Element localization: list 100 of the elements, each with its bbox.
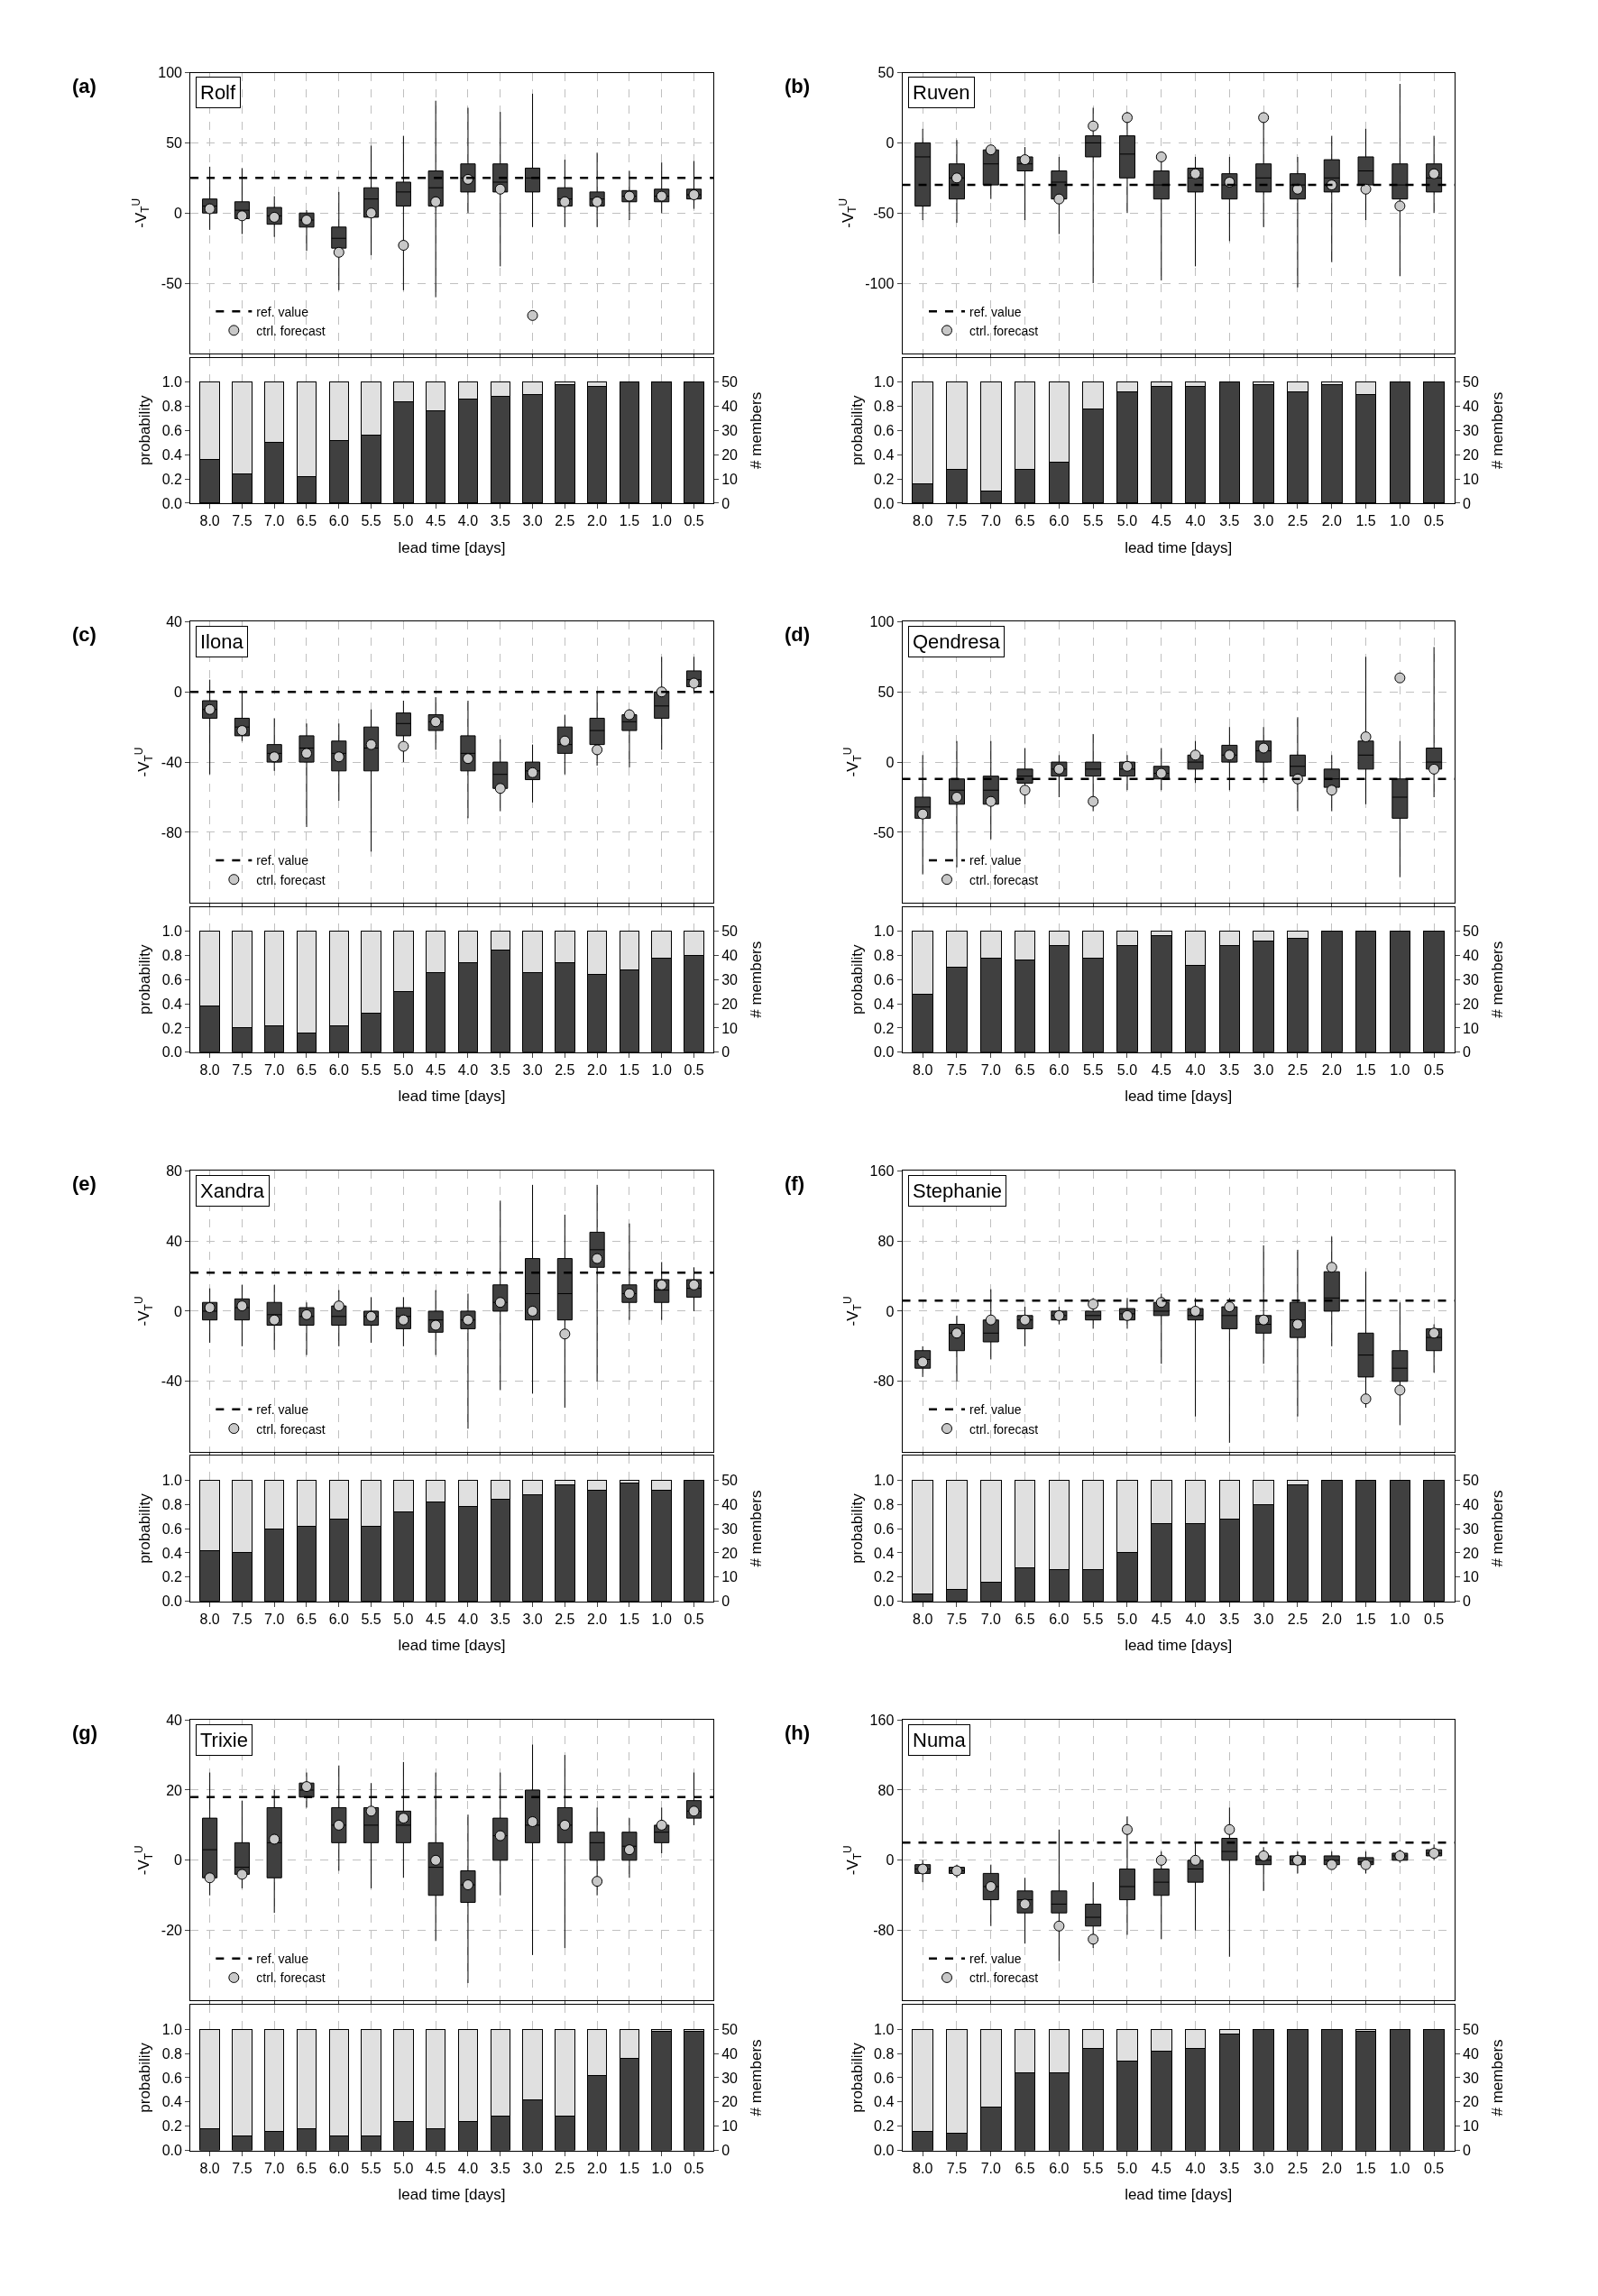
legend-label: ctrl. forecast xyxy=(256,323,326,338)
y-tick-label: 0.8 xyxy=(874,2045,895,2062)
x-tick-label: 8.0 xyxy=(199,2160,220,2176)
y2-tick-label: 40 xyxy=(721,399,739,415)
y-tick-label: -50 xyxy=(873,205,895,221)
x-tick-label: 6.5 xyxy=(1015,2160,1035,2176)
x-axis-title: lead time [days] xyxy=(398,1637,506,1655)
y-tick-label: 40 xyxy=(166,1233,183,1249)
x-tick-label: 1.0 xyxy=(1390,1062,1410,1079)
y2-tick-label: 10 xyxy=(1463,471,1479,487)
y2-tick-label: 10 xyxy=(1463,1020,1479,1036)
y-tick-label: 0.2 xyxy=(161,1020,183,1036)
y-tick-label: 0.0 xyxy=(874,1044,895,1061)
y-tick-label: 0.4 xyxy=(874,996,895,1012)
x-tick-label: 0.5 xyxy=(1424,513,1445,529)
y2-tick-label: 20 xyxy=(1463,2094,1479,2110)
x-tick-label: 4.5 xyxy=(1151,513,1171,529)
y-tick-label: 0 xyxy=(174,684,183,700)
x-tick-label: 6.5 xyxy=(296,2160,317,2176)
y2-tick-label: 0 xyxy=(1463,1044,1472,1061)
y2-tick-label: 30 xyxy=(721,2070,739,2086)
text: Ilona xyxy=(200,630,244,653)
x-tick-label: 4.0 xyxy=(457,2160,479,2176)
x-tick-label: 7.5 xyxy=(946,513,968,529)
y2-tick-label: 30 xyxy=(1463,971,1479,987)
y-tick-label: -80 xyxy=(161,824,183,840)
x-tick-label: 7.0 xyxy=(264,1611,285,1627)
y-axis-title: probability xyxy=(136,2042,154,2113)
x-tick-label: 6.0 xyxy=(328,1062,350,1079)
y2-tick-label: 40 xyxy=(1463,1496,1479,1512)
x-tick-label: 1.5 xyxy=(1355,1611,1376,1627)
text: (c) xyxy=(72,623,96,646)
x-tick-label: 1.0 xyxy=(651,1611,672,1627)
x-tick-label: 6.5 xyxy=(1015,513,1035,529)
y-tick-label: 0.6 xyxy=(161,971,183,987)
x-tick-label: 0.5 xyxy=(1424,1611,1445,1627)
text: (b) xyxy=(785,75,811,97)
text: (e) xyxy=(72,1172,96,1195)
x-tick-label: 2.5 xyxy=(1287,1062,1309,1079)
x-tick-label: 7.0 xyxy=(980,1611,1001,1627)
y-tick-label: -80 xyxy=(873,1373,895,1390)
x-tick-label: 4.0 xyxy=(1185,1611,1206,1627)
y2-tick-label: 20 xyxy=(1463,1545,1479,1561)
x-tick-label: 6.0 xyxy=(328,1611,350,1627)
x-tick-label: 8.0 xyxy=(913,1611,933,1627)
y2-tick-label: 30 xyxy=(721,1520,739,1537)
x-tick-label: 3.5 xyxy=(490,1062,510,1079)
y2-tick-label: 30 xyxy=(1463,2070,1479,2086)
x-tick-label: 4.5 xyxy=(426,2160,446,2176)
y-tick-label: 1.0 xyxy=(161,1472,183,1488)
y-tick-label: 80 xyxy=(877,1782,895,1798)
y2-tick-label: 30 xyxy=(1463,422,1479,438)
y-tick-label: -50 xyxy=(161,275,183,291)
x-tick-label: 6.5 xyxy=(1015,1611,1035,1627)
x-tick-label: 3.5 xyxy=(1219,1611,1240,1627)
x-tick-label: 2.5 xyxy=(1287,1611,1309,1627)
legend-label: ref. value xyxy=(256,853,309,868)
y-tick-label: 0.8 xyxy=(161,399,183,415)
y-tick-label: 0.8 xyxy=(874,947,895,963)
x-tick-label: 1.0 xyxy=(1390,513,1410,529)
x-tick-label: 5.0 xyxy=(1116,1062,1138,1079)
x-tick-label: 1.5 xyxy=(1355,2160,1376,2176)
y-axis-title: probability xyxy=(848,2042,866,2113)
x-tick-label: 5.0 xyxy=(1116,1611,1138,1627)
legend-label: ref. value xyxy=(969,853,1022,868)
y2-tick-label: 0 xyxy=(721,1044,730,1061)
y2-tick-label: 20 xyxy=(721,1545,739,1561)
text: Stephanie xyxy=(913,1180,1003,1202)
x-axis-title: lead time [days] xyxy=(1125,1088,1233,1106)
y-tick-label: 0.8 xyxy=(161,947,183,963)
x-tick-label: 2.0 xyxy=(1321,513,1342,529)
y-tick-label: 0 xyxy=(174,1303,183,1319)
y-tick-label: 0 xyxy=(174,1852,183,1869)
x-tick-label: 2.0 xyxy=(587,2160,608,2176)
x-tick-label: 5.0 xyxy=(393,1611,414,1627)
y-axis-title: probability xyxy=(848,395,866,466)
y-tick-label: 0.2 xyxy=(161,2118,183,2135)
y-tick-label: 1.0 xyxy=(874,1472,895,1488)
x-tick-label: 8.0 xyxy=(199,1062,220,1079)
y-tick-label: 0 xyxy=(886,754,895,770)
legend-label: ref. value xyxy=(256,304,309,319)
x-tick-label: 3.5 xyxy=(1219,1062,1240,1079)
x-tick-label: 6.5 xyxy=(296,1611,317,1627)
y2-tick-label: 50 xyxy=(721,374,739,390)
x-tick-label: 8.0 xyxy=(199,1611,220,1627)
x-tick-label: 5.5 xyxy=(1083,1611,1104,1627)
y-tick-label: 0.8 xyxy=(161,2045,183,2062)
legend-label: ref. value xyxy=(969,1402,1022,1418)
y2-tick-label: 50 xyxy=(1463,2021,1479,2037)
y2-tick-label: 10 xyxy=(721,1569,739,1585)
y2-tick-label: 0 xyxy=(1463,495,1472,511)
y-axis-title: probability xyxy=(136,395,154,466)
y-tick-label: 0.0 xyxy=(161,495,183,511)
x-tick-label: 2.5 xyxy=(555,1611,575,1627)
y-tick-label: 1.0 xyxy=(161,374,183,390)
text: (g) xyxy=(72,1722,98,1744)
y-tick-label: 0.2 xyxy=(874,2118,895,2135)
y-tick-label: 1.0 xyxy=(161,2021,183,2037)
y-tick-label: 0.4 xyxy=(161,996,183,1012)
y-tick-label: 1.0 xyxy=(874,923,895,940)
